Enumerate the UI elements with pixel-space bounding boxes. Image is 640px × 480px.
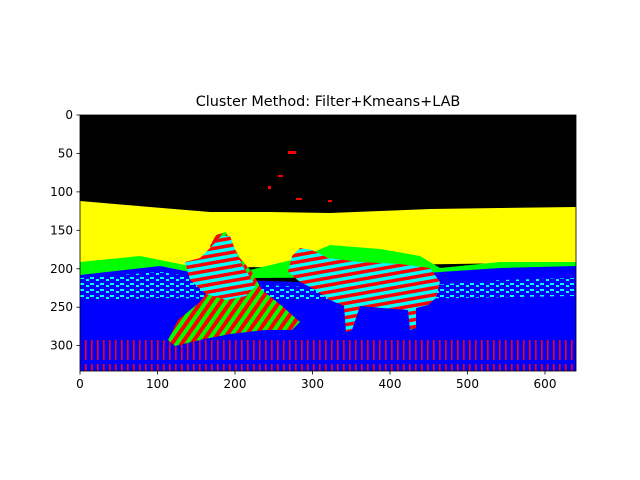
y-tick-label: 0 [65,108,73,122]
x-tick-label: 200 [224,377,247,391]
axes-frame [79,114,577,372]
sky-speck [328,200,332,202]
x-tick-label: 100 [146,377,169,391]
zebra-left-upper [185,236,256,300]
x-tick-label: 400 [379,377,402,391]
x-tick-label: 600 [534,377,557,391]
chart-title: Cluster Method: Filter+Kmeans+LAB [196,94,461,110]
region-grass [80,340,576,371]
y-tick-label: 50 [58,146,73,160]
cluster-image [80,115,576,371]
sky-speck [296,198,302,200]
x-tick-label: 300 [301,377,324,391]
y-tick-label: 100 [50,185,73,199]
sky-speck [268,186,271,189]
x-axis-ticks: 0 100 200 300 400 500 600 [76,371,556,391]
y-tick-label: 150 [50,223,73,237]
region-background [80,201,576,270]
y-tick-label: 200 [50,262,73,276]
x-tick-label: 0 [76,377,84,391]
y-tick-label: 250 [50,300,73,314]
zebra-right [288,248,440,332]
sky-speck [288,151,296,154]
sky-speck [278,175,283,177]
y-tick-label: 300 [50,339,73,353]
x-tick-label: 500 [456,377,479,391]
y-axis-ticks: 0 50 100 150 200 250 300 [50,108,80,353]
